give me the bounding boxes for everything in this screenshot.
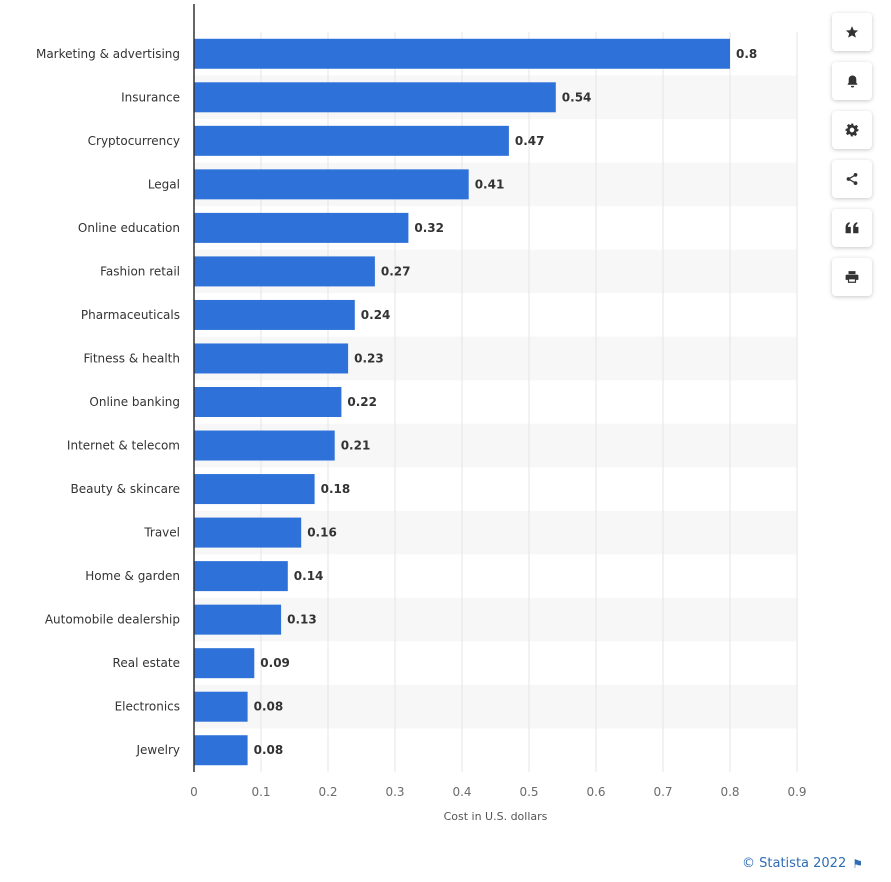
settings-button[interactable] (832, 111, 872, 149)
x-tick-label-7: 0.7 (653, 785, 672, 799)
value-label-9: 0.21 (341, 439, 371, 453)
bar-13 (194, 604, 282, 635)
favorite-button[interactable] (832, 13, 872, 51)
category-label-7: Fitness & health (83, 351, 180, 365)
category-label-16: Jewelry (136, 743, 181, 757)
notification-button[interactable] (832, 62, 872, 100)
category-label-2: Cryptocurrency (88, 134, 180, 148)
bar-16 (194, 735, 248, 766)
cite-button[interactable] (832, 209, 872, 247)
x-tick-label-8: 0.8 (720, 785, 739, 799)
bar-10 (194, 474, 315, 505)
bar-8 (194, 387, 342, 417)
x-tick-label-9: 0.9 (787, 785, 806, 799)
print-button[interactable] (832, 258, 872, 296)
value-label-14: 0.09 (260, 656, 290, 670)
value-label-2: 0.47 (515, 134, 545, 148)
value-label-12: 0.14 (294, 569, 324, 583)
value-label-10: 0.18 (321, 482, 351, 496)
value-label-13: 0.13 (287, 613, 317, 627)
category-label-9: Internet & telecom (67, 439, 180, 453)
flag-icon[interactable]: ⚑ (852, 856, 863, 871)
bar-3 (194, 169, 469, 200)
value-label-4: 0.32 (414, 221, 444, 235)
x-tick-label-1: 0.1 (251, 785, 270, 799)
category-label-8: Online banking (89, 395, 180, 409)
category-label-6: Pharmaceuticals (81, 308, 180, 322)
bar-2 (194, 125, 509, 156)
bar-5 (194, 256, 375, 287)
statista-credit[interactable]: © Statista 2022 ⚑ (742, 856, 863, 871)
value-label-16: 0.08 (254, 743, 284, 757)
row-band (194, 597, 797, 642)
category-label-0: Marketing & advertising (36, 47, 180, 61)
bar-0 (194, 38, 730, 69)
share-button[interactable] (832, 160, 872, 198)
bar-1 (194, 82, 556, 113)
category-label-11: Travel (143, 526, 180, 540)
category-label-13: Automobile dealership (45, 613, 180, 627)
category-label-5: Fashion retail (100, 264, 180, 278)
x-axis-title: Cost in U.S. dollars (444, 810, 548, 823)
value-label-11: 0.16 (307, 526, 337, 540)
bar-7 (194, 343, 349, 374)
share-icon (846, 173, 858, 185)
category-label-4: Online education (78, 221, 180, 235)
bar-6 (194, 299, 355, 330)
value-label-8: 0.22 (347, 395, 377, 409)
category-label-10: Beauty & skincare (70, 482, 180, 496)
bar-14 (194, 648, 255, 679)
category-label-14: Real estate (113, 656, 180, 670)
quote-icon (845, 222, 859, 234)
category-label-15: Electronics (115, 700, 180, 714)
row-band (194, 684, 797, 729)
bar-15 (194, 691, 248, 722)
x-tick-label-5: 0.5 (519, 785, 538, 799)
bar-11 (194, 517, 302, 548)
value-label-5: 0.27 (381, 264, 411, 278)
print-icon (845, 271, 859, 283)
bar-9 (194, 430, 335, 461)
x-tick-label-6: 0.6 (586, 785, 605, 799)
value-label-6: 0.24 (361, 308, 391, 322)
category-label-3: Legal (148, 177, 180, 191)
value-label-1: 0.54 (562, 90, 592, 104)
bell-icon (847, 75, 857, 87)
value-label-15: 0.08 (254, 700, 284, 714)
x-tick-label-4: 0.4 (452, 785, 471, 799)
bar-12 (194, 561, 288, 592)
x-tick-label-3: 0.3 (385, 785, 404, 799)
chart-toolbar (832, 13, 874, 307)
star-icon (845, 26, 859, 38)
gear-icon (845, 123, 859, 137)
x-tick-label-0: 0 (190, 785, 198, 799)
category-label-12: Home & garden (85, 569, 180, 583)
credit-text[interactable]: © Statista 2022 (742, 856, 847, 871)
x-tick-label-2: 0.2 (318, 785, 337, 799)
value-label-3: 0.41 (475, 177, 505, 191)
bar-4 (194, 212, 409, 243)
value-label-7: 0.23 (354, 351, 384, 365)
category-label-1: Insurance (121, 90, 180, 104)
value-label-0: 0.8 (736, 47, 757, 61)
